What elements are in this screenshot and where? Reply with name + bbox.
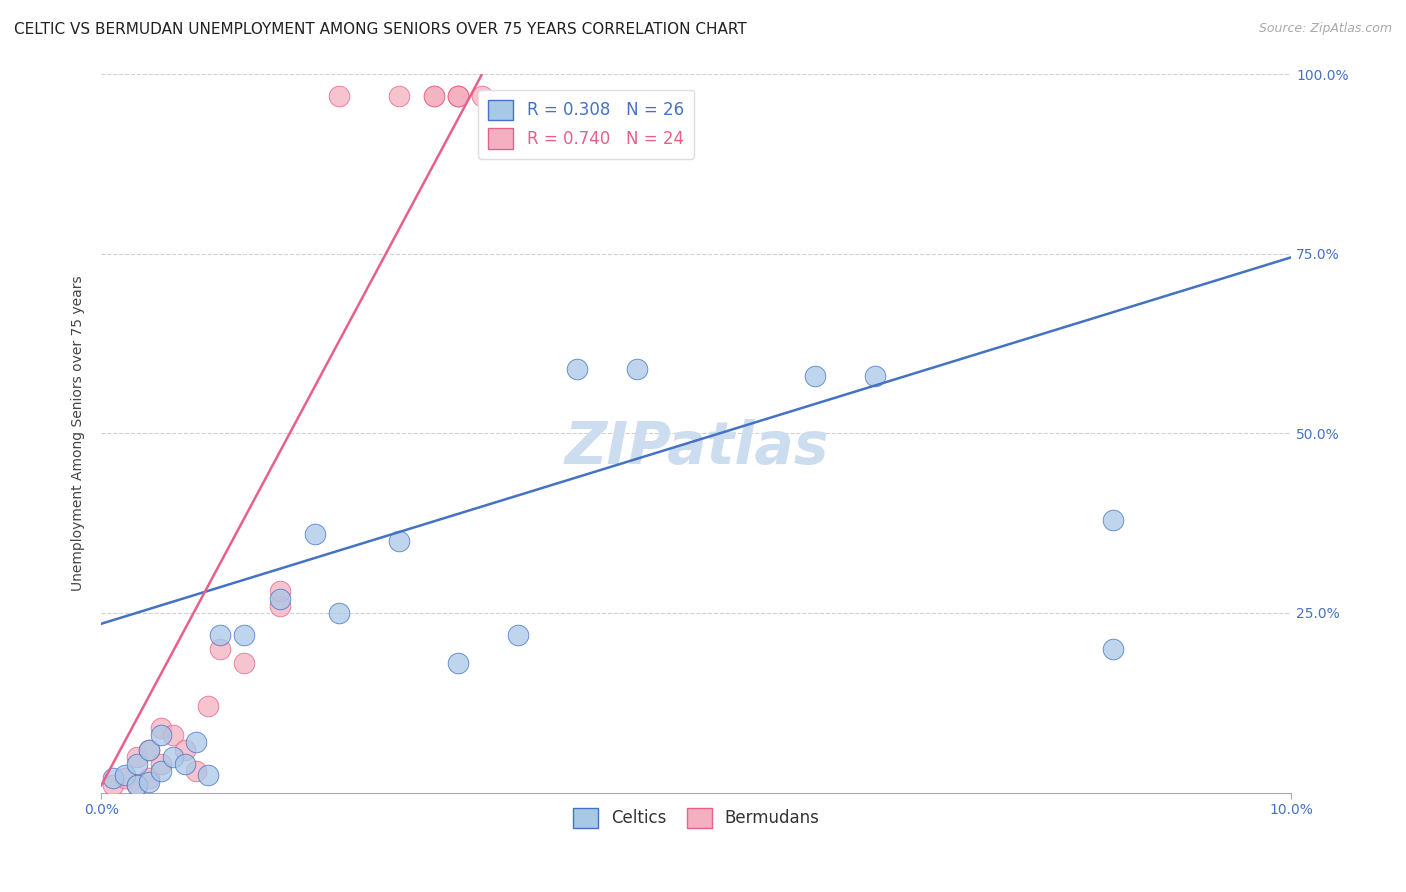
Point — [269, 591, 291, 606]
Point — [173, 756, 195, 771]
Legend: Celtics, Bermudans: Celtics, Bermudans — [567, 801, 827, 835]
Point — [209, 627, 232, 641]
Point — [269, 599, 291, 613]
Point — [269, 584, 291, 599]
Point — [471, 88, 494, 103]
Point — [138, 772, 160, 786]
Point — [328, 88, 350, 103]
Point — [209, 641, 232, 656]
Point — [186, 764, 208, 778]
Point — [233, 627, 256, 641]
Point — [138, 775, 160, 789]
Point — [114, 772, 136, 786]
Point — [447, 88, 470, 103]
Point — [863, 368, 886, 383]
Point — [149, 721, 172, 735]
Point — [1101, 641, 1123, 656]
Point — [138, 742, 160, 756]
Point — [423, 88, 446, 103]
Point — [328, 606, 350, 620]
Point — [506, 627, 529, 641]
Point — [101, 772, 124, 786]
Point — [114, 767, 136, 781]
Point — [149, 728, 172, 742]
Point — [423, 88, 446, 103]
Y-axis label: Unemployment Among Seniors over 75 years: Unemployment Among Seniors over 75 years — [72, 276, 86, 591]
Text: Source: ZipAtlas.com: Source: ZipAtlas.com — [1258, 22, 1392, 36]
Point — [304, 527, 326, 541]
Point — [149, 756, 172, 771]
Point — [186, 735, 208, 749]
Point — [233, 657, 256, 671]
Point — [162, 749, 184, 764]
Point — [125, 749, 148, 764]
Point — [197, 699, 219, 714]
Text: CELTIC VS BERMUDAN UNEMPLOYMENT AMONG SENIORS OVER 75 YEARS CORRELATION CHART: CELTIC VS BERMUDAN UNEMPLOYMENT AMONG SE… — [14, 22, 747, 37]
Point — [138, 742, 160, 756]
Point — [447, 657, 470, 671]
Point — [388, 88, 411, 103]
Point — [125, 779, 148, 793]
Point — [125, 756, 148, 771]
Point — [162, 728, 184, 742]
Point — [626, 361, 648, 376]
Point — [388, 534, 411, 549]
Point — [1101, 512, 1123, 526]
Point — [447, 88, 470, 103]
Text: ZIPatlas: ZIPatlas — [564, 419, 828, 476]
Point — [125, 779, 148, 793]
Point — [197, 767, 219, 781]
Point — [173, 742, 195, 756]
Point — [804, 368, 827, 383]
Point — [567, 361, 589, 376]
Point — [447, 88, 470, 103]
Point — [149, 764, 172, 778]
Point — [101, 779, 124, 793]
